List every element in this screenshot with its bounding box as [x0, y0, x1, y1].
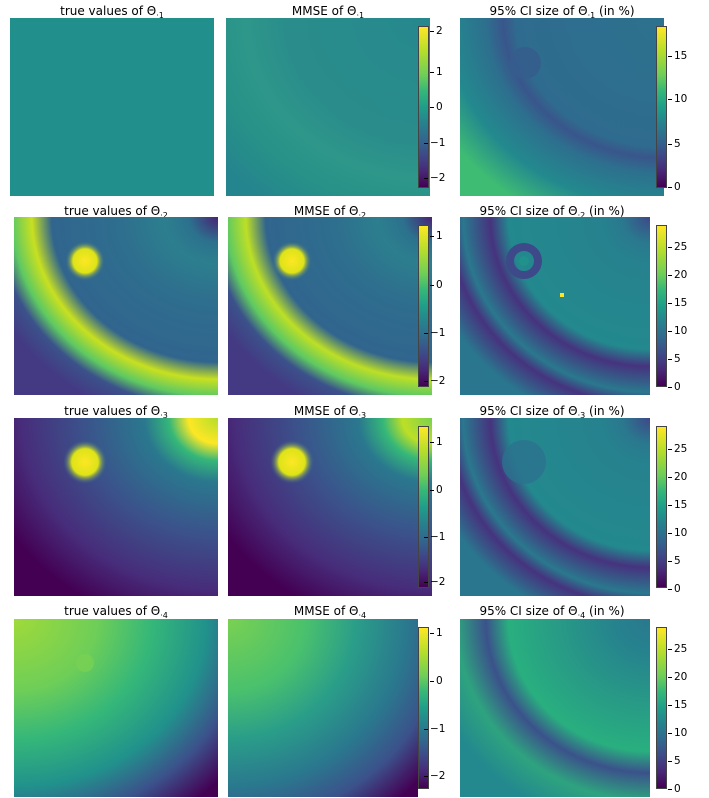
tick-label: 5: [668, 555, 681, 567]
heatmap-mmse-theta-4: [228, 619, 432, 797]
tick-label: −2: [423, 576, 446, 588]
heatmap-ci-theta-1: [460, 18, 664, 196]
title-true-theta-4: true values of Θ·4: [64, 604, 168, 620]
colorbar-mmse-theta-3: [418, 426, 429, 588]
colorbar-mmse-theta-1: [418, 26, 429, 188]
tick-label: 10: [667, 727, 688, 739]
tick-label: −2: [423, 172, 446, 184]
heatmap-ci-theta-4: [460, 619, 664, 797]
tick-label: 5: [668, 755, 681, 767]
tick-label: 25: [667, 241, 688, 253]
tick-label: 0: [430, 279, 443, 291]
tick-label: 0: [668, 181, 681, 193]
tick-label: 5: [668, 353, 681, 365]
title-ci-theta-1: 95% CI size of Θ·1 (in %): [489, 4, 635, 20]
tick-label: −2: [423, 375, 446, 387]
tick-label: 10: [667, 325, 688, 337]
tick-label: 10: [667, 93, 688, 105]
tick-label: 1: [430, 436, 443, 448]
tick-label: −1: [423, 327, 446, 339]
heatmap-mmse-theta-1: [226, 18, 430, 196]
tick-label: −1: [423, 137, 446, 149]
tick-label: 10: [667, 527, 688, 539]
tick-label: −1: [423, 531, 446, 543]
tick-label: 25: [667, 443, 688, 455]
title-mmse-theta-2: MMSE of Θ·2: [293, 204, 367, 220]
tick-label: 1: [430, 66, 443, 78]
tick-label: −2: [423, 770, 446, 782]
title-ci-theta-4: 95% CI size of Θ·4 (in %): [479, 604, 625, 620]
tick-label: 0: [668, 381, 681, 393]
tick-label: 1: [430, 627, 443, 639]
tick-label: 15: [667, 699, 688, 711]
heatmap-ci-theta-2: [460, 217, 664, 395]
heatmap-ci-theta-3: [460, 418, 664, 596]
tick-label: 15: [667, 50, 688, 62]
colorbar-mmse-theta-2: [418, 225, 429, 387]
tick-label: 15: [667, 297, 688, 309]
tick-label: 20: [667, 671, 688, 683]
colorbar-mmse-theta-4: [418, 627, 429, 789]
colorbar-ci-theta-2: [656, 225, 667, 387]
title-mmse-theta-3: MMSE of Θ·3: [293, 404, 367, 420]
tick-label: 0: [430, 484, 443, 496]
heatmap-true-theta-1: [10, 18, 214, 196]
colorbar-ci-theta-1: [656, 26, 667, 188]
title-true-theta-3: true values of Θ·3: [64, 404, 168, 420]
tick-label: 20: [667, 269, 688, 281]
tick-label: −1: [423, 723, 446, 735]
colorbar-ci-theta-4: [656, 627, 667, 789]
title-mmse-theta-4: MMSE of Θ·4: [293, 604, 367, 620]
tick-label: 5: [668, 138, 681, 150]
tick-label: 15: [667, 499, 688, 511]
tick-label: 0: [430, 101, 443, 113]
heatmap-mmse-theta-2: [228, 217, 432, 395]
tick-label: 2: [430, 25, 443, 37]
tick-label: 0: [668, 783, 681, 795]
heatmap-true-theta-4: [14, 619, 218, 797]
heatmap-mmse-theta-3: [228, 418, 432, 596]
tick-label: 25: [667, 643, 688, 655]
tick-label: 1: [430, 230, 443, 242]
title-mmse-theta-1: MMSE of Θ·1: [291, 4, 365, 20]
tick-label: 20: [667, 471, 688, 483]
title-true-theta-2: true values of Θ·2: [64, 204, 168, 220]
tick-label: 0: [430, 675, 443, 687]
tick-label: 0: [668, 583, 681, 595]
title-true-theta-1: true values of Θ·1: [60, 4, 164, 20]
heatmap-true-theta-3: [14, 418, 218, 596]
title-ci-theta-2: 95% CI size of Θ·2 (in %): [479, 204, 625, 220]
heatmap-true-theta-2: [14, 217, 218, 395]
title-ci-theta-3: 95% CI size of Θ·3 (in %): [479, 404, 625, 420]
colorbar-ci-theta-3: [656, 426, 667, 588]
